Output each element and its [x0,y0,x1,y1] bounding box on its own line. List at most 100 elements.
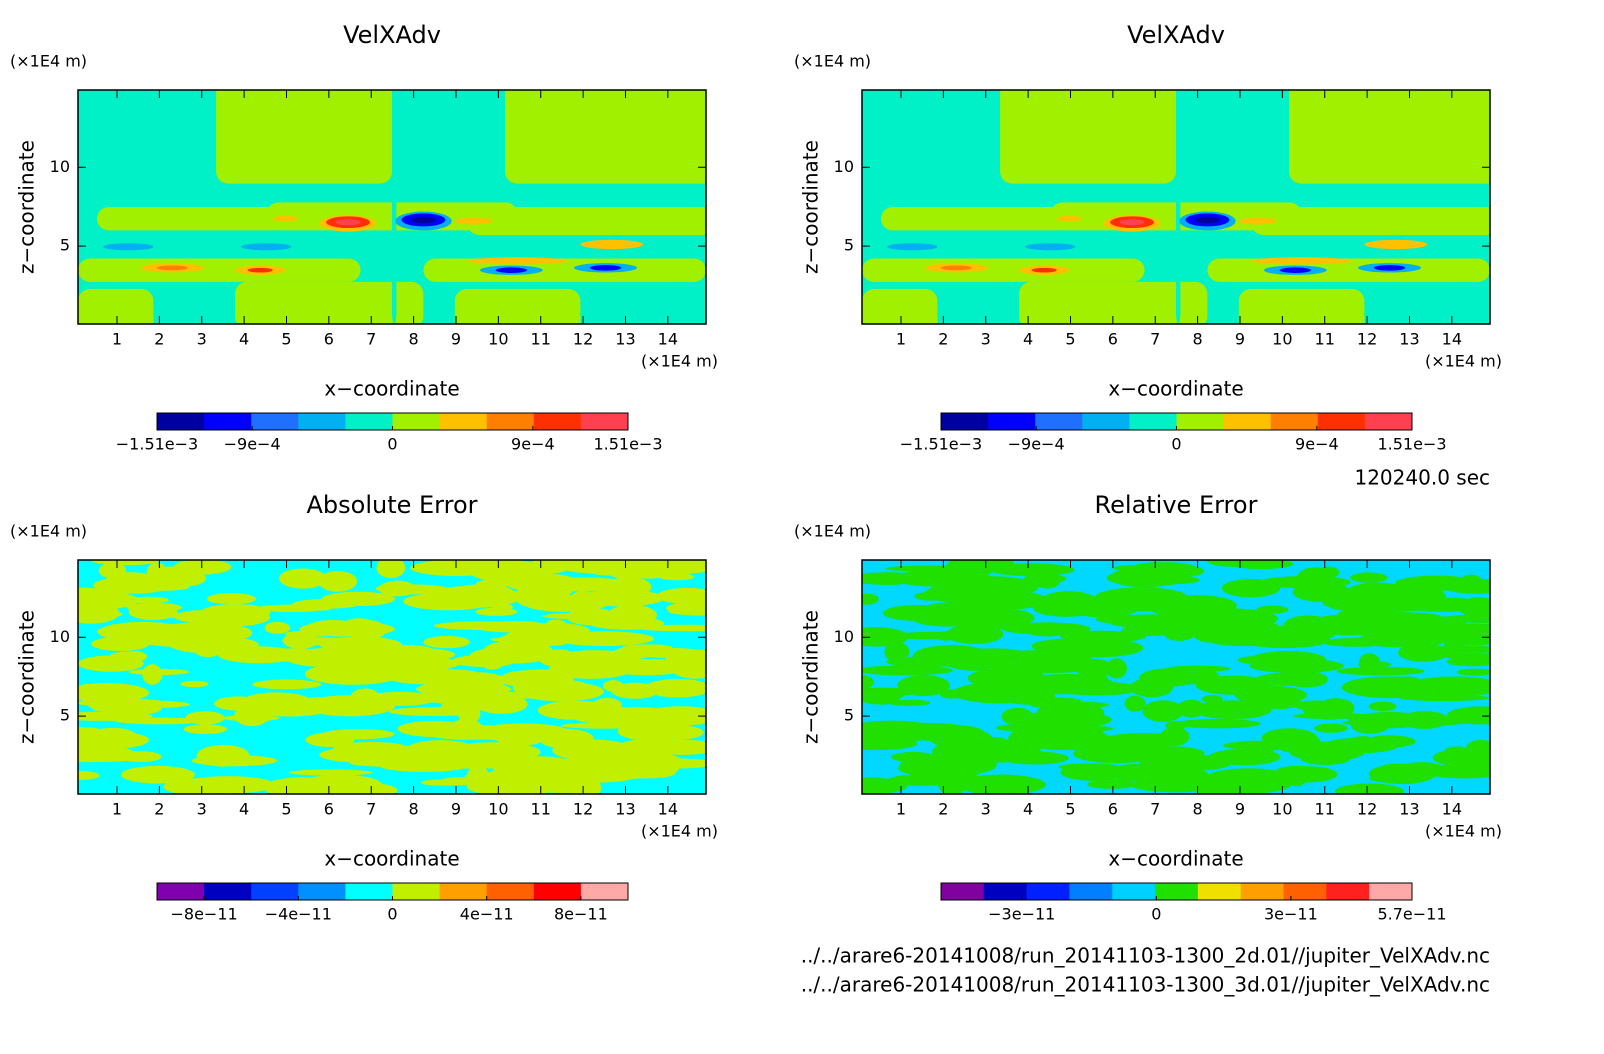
contour-patch [523,594,609,612]
contour-patch [1108,614,1196,629]
contour-patch [1251,207,1490,236]
colorbar-segment [1197,883,1242,900]
contour-patch [272,215,298,222]
contour-patch [1234,685,1308,705]
x-tick-label: 9 [451,330,461,349]
x-tick-label: 7 [1150,330,1160,349]
contour-patch [503,628,579,647]
colorbar-segment [1369,883,1413,900]
colorbar-segment [157,413,205,430]
y-unit: (×1E4 m) [794,52,871,71]
contour-patch [403,592,494,611]
contour-patch [1000,90,1176,184]
contour-patch [660,560,691,579]
contour-patch [862,258,1145,282]
contour-patch [1025,243,1076,251]
x-tick-label: 12 [1357,330,1377,349]
contour-patch [454,217,493,225]
contour-patch [674,664,706,679]
contour-patch [410,216,436,224]
contour-patch [1281,746,1336,754]
y-tick-label: 5 [844,236,854,255]
colorbar-segment [983,883,1028,900]
contour-patch [214,696,263,711]
x-tick-label: 2 [154,330,164,349]
contour-patch [319,636,402,654]
contour-patch [235,281,424,324]
x-tick-label: 5 [281,800,291,819]
y-tick-label: 10 [834,627,854,646]
x-tick-label: 14 [658,330,678,349]
contour-patch [554,631,655,647]
colorbar-tick-label: 9e−4 [511,435,555,454]
contour-patch [128,668,190,676]
x-tick-label: 12 [1357,800,1377,819]
x-tick-label: 12 [573,330,593,349]
contour-patch [196,778,225,789]
x-tick-label: 3 [197,800,207,819]
contour-patch [467,257,568,265]
contour-patch [156,265,188,271]
chart-title: Absolute Error [306,491,477,519]
contour-patch [1207,258,1490,282]
contour-patch [862,593,879,605]
contour-patch [589,265,622,271]
contour-patch [206,593,256,605]
contour-field [862,560,1490,794]
x-tick-label: 1 [896,330,906,349]
x-tick-label: 7 [1150,800,1160,819]
contour-patch [433,621,530,630]
contour-patch [622,644,673,651]
contour-patch [884,641,910,663]
y-tick-label: 10 [834,157,854,176]
contour-patch [1040,591,1097,612]
y-axis-label: z−coordinate [15,140,39,274]
contour-patch [909,608,959,620]
contour-patch [375,751,469,772]
x-tick-label: 7 [366,800,376,819]
contour-patch [1119,219,1145,226]
x-tick-label: 5 [1065,330,1075,349]
contour-patch [454,727,542,740]
colorbar-tick-label: 1.51e−3 [593,435,662,454]
chart-title: VelXAdv [1127,21,1225,49]
contour-patch [78,711,153,721]
x-tick-label: 3 [981,800,991,819]
contour-patch [247,707,274,723]
contour-patch [1056,215,1082,222]
colorbar-tick-label: −4e−11 [265,905,332,924]
contour-patch [1350,572,1388,583]
contour-patch [342,618,375,631]
contour-patch [78,683,98,699]
contour-patch [1106,658,1127,679]
x-tick-label: 6 [1108,800,1118,819]
contour-patch [1130,677,1174,698]
colorbar-segment [1035,413,1083,430]
contour-patch [1190,669,1220,685]
contour-patch [657,587,706,604]
y-tick-label: 5 [60,706,70,725]
colorbar-segment [580,883,629,900]
contour-patch [1124,695,1146,712]
x-tick-label: 3 [197,330,207,349]
colorbar-segment [345,413,393,430]
contour-patch [285,648,370,668]
contour-patch [945,624,1004,644]
colorbar-segment [392,413,441,430]
x-tick-label: 6 [324,800,334,819]
colorbar-segment [533,413,582,430]
contour-patch [947,739,1033,748]
x-tick-label: 11 [1315,800,1335,819]
x-tick-label: 1 [112,330,122,349]
contour-patch [1255,672,1326,687]
colorbar-segment [298,413,346,430]
contour-patch [955,774,1046,794]
contour-patch [862,690,904,701]
contour-patch [466,776,558,794]
contour-patch [365,691,437,706]
y-axis-label: z−coordinate [15,610,39,744]
contour-patch [1206,560,1259,567]
contour-patch [498,670,571,688]
y-tick-label: 10 [50,627,70,646]
contour-patch [103,572,158,594]
